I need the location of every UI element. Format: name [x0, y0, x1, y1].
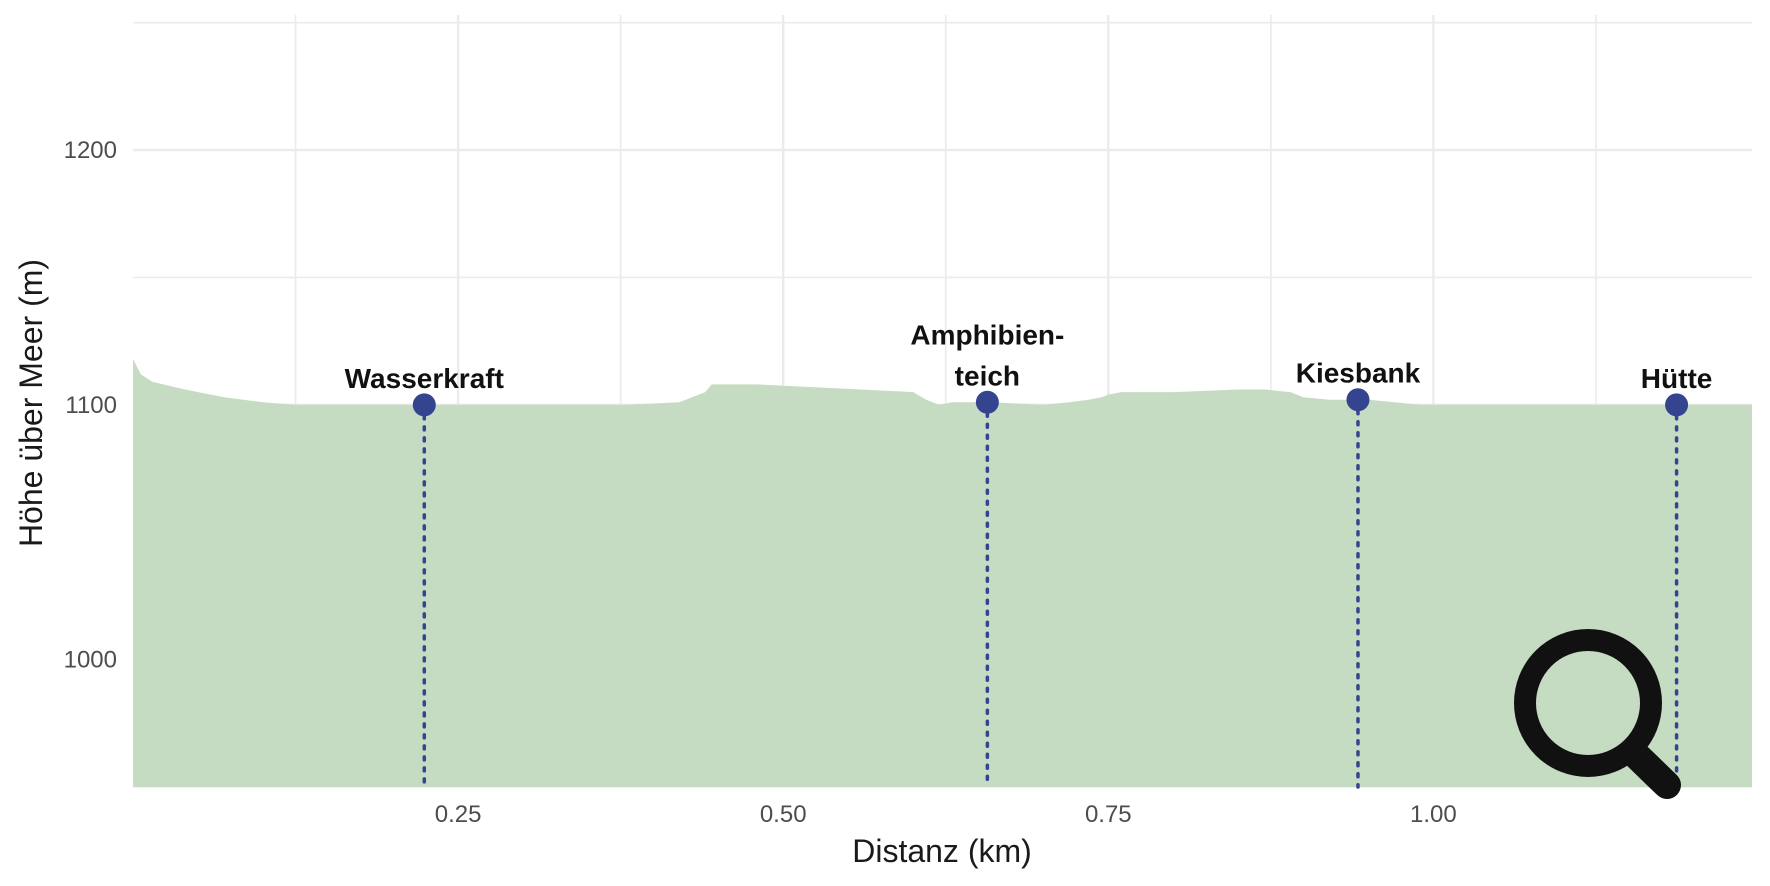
poi-label: Amphibien-teich — [910, 319, 1064, 391]
poi-lines — [422, 397, 1679, 789]
poi-labels: Wasserkraft Amphibien-teich Kiesbank Hütte — [345, 319, 1713, 394]
poi-label-line: Hütte — [1641, 363, 1713, 394]
y-axis-ticks: 1000 1100 1200 — [64, 137, 117, 674]
poi-label: Kiesbank — [1296, 358, 1421, 389]
elevation-area — [133, 359, 1752, 787]
x-tick-label: 0.75 — [1085, 801, 1132, 828]
elevation-area-fill — [133, 359, 1752, 787]
x-tick-label: 0.50 — [760, 801, 807, 828]
poi-label: Wasserkraft — [345, 363, 504, 394]
x-tick-label: 1.00 — [1410, 801, 1457, 828]
x-axis-ticks: 0.25 0.50 0.75 1.00 — [435, 801, 1457, 828]
poi-marker[interactable] — [975, 390, 999, 414]
poi-marker[interactable] — [412, 393, 436, 417]
poi-marker[interactable] — [1346, 388, 1370, 412]
poi-label-line: Amphibien- — [910, 319, 1064, 350]
magnifier-icon[interactable] — [1514, 629, 1681, 799]
poi-marker[interactable] — [1665, 393, 1689, 417]
poi-label-line: teich — [955, 360, 1020, 391]
poi-label: Hütte — [1641, 363, 1713, 394]
poi-markers — [412, 388, 1689, 417]
y-tick-label: 1200 — [64, 137, 117, 164]
poi-label-line: Wasserkraft — [345, 363, 504, 394]
x-axis-title: Distanz (km) — [852, 833, 1032, 869]
poi-label-line: Kiesbank — [1296, 358, 1421, 389]
y-axis-title: Höhe über Meer (m) — [13, 259, 49, 547]
y-tick-label: 1000 — [64, 647, 117, 674]
x-tick-label: 0.25 — [435, 801, 482, 828]
y-tick-label: 1100 — [65, 392, 117, 419]
